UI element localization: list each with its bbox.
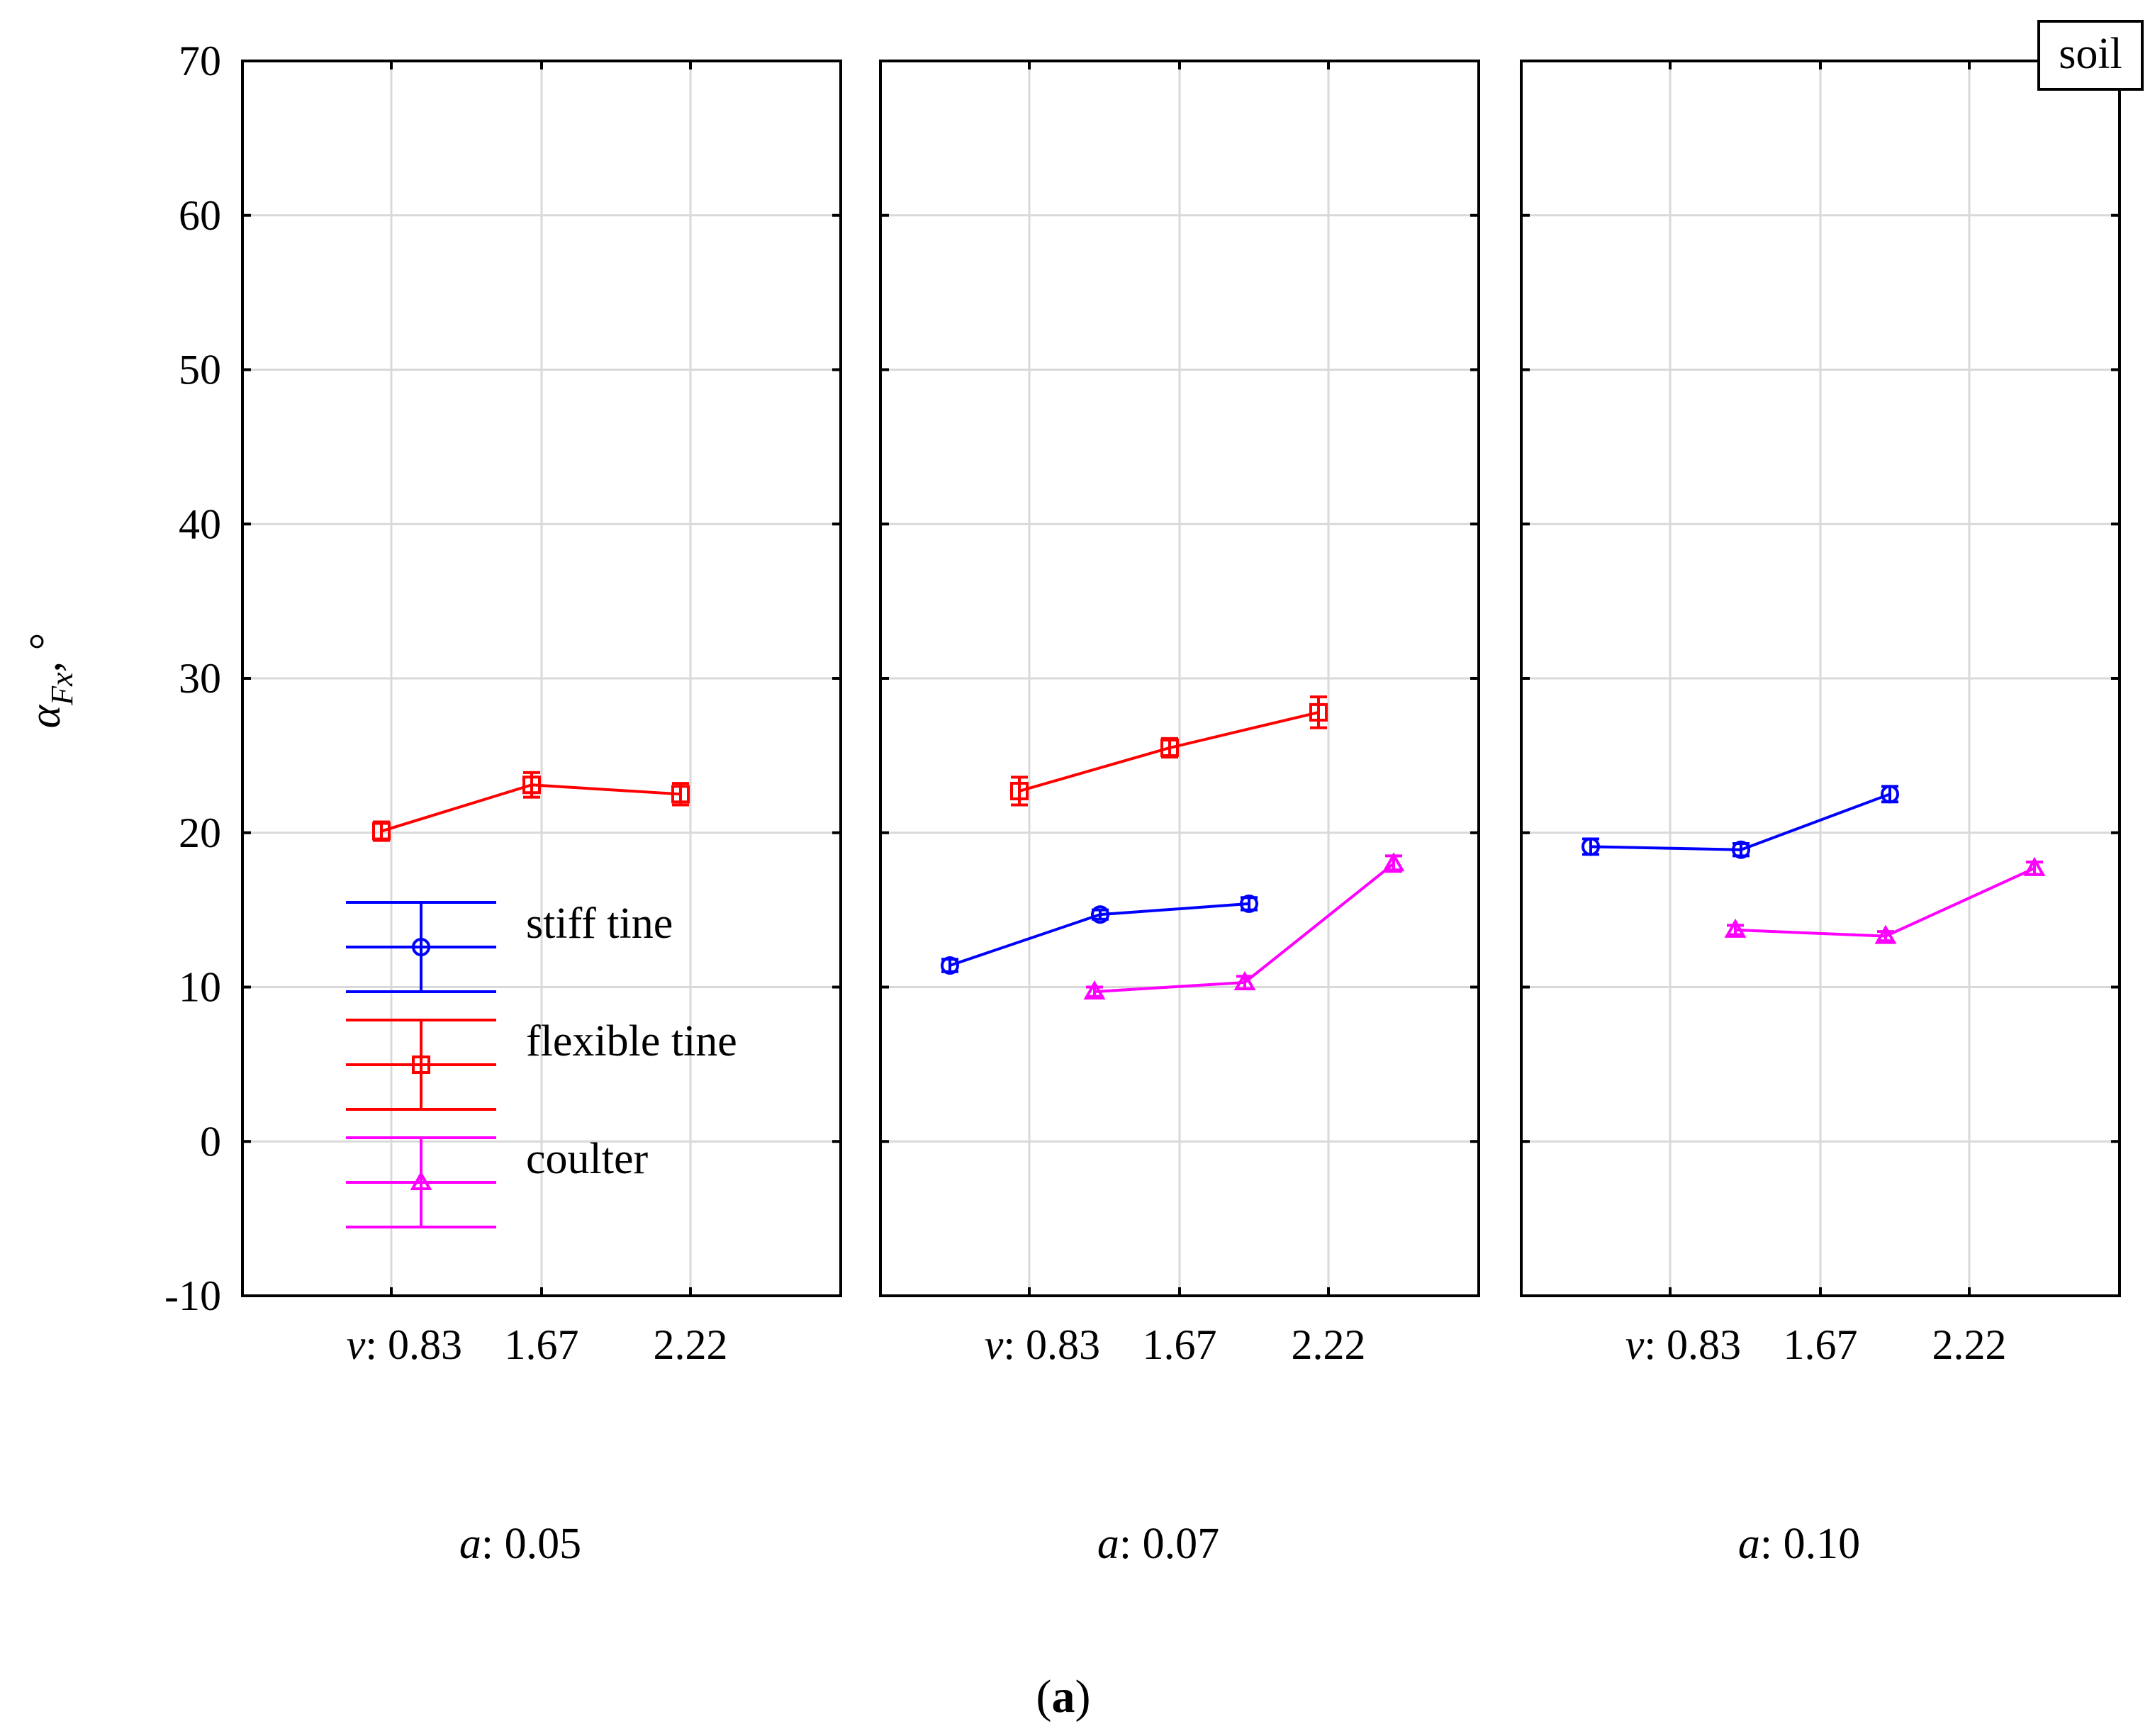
y-axis-title-unit: , ° [21, 633, 69, 673]
panel-3-xfactor-name: v [1625, 1321, 1645, 1368]
panel-1-xfactor-name: v [347, 1321, 366, 1368]
panel-1-flexible-tine-point-1 [522, 775, 541, 795]
legend-flexible-tine-label: flexible tine [526, 1017, 737, 1065]
corner-label-box [2037, 20, 2144, 91]
panel-1-xcat-label-1: 1.67 [505, 1321, 579, 1368]
panel-3-xcat-label-0: v: 0.83 [1625, 1321, 1741, 1368]
panel-2-xfactor-name: v [985, 1321, 1004, 1368]
panel-3-xcat-value-0: : 0.83 [1644, 1321, 1741, 1368]
panel-1-factor-value: : 0.05 [481, 1520, 581, 1568]
panel-2-xcat-value-0: : 0.83 [1003, 1321, 1100, 1368]
panel-3-coulter-line [1735, 867, 2035, 938]
y-tick-label-8: 70 [179, 38, 221, 84]
caption-open: ( [1036, 1671, 1052, 1723]
panel-3-xcat-label-1: 1.67 [1784, 1321, 1858, 1368]
panel-2-factor-name: a [1097, 1520, 1119, 1568]
panel-3-stiff-tine-point-2 [1881, 785, 1899, 804]
panel-1-xcat-label-2: 2.22 [654, 1321, 728, 1368]
panel-1-factor-label: a: 0.05 [459, 1520, 581, 1568]
y-tick-label-3: 20 [179, 810, 221, 856]
legend-coulter-marker [410, 1170, 432, 1190]
panel-1-xcat-value-0: : 0.83 [365, 1321, 462, 1368]
panel-3-factor-value: : 0.10 [1760, 1520, 1860, 1568]
panel-2-factor-value: : 0.07 [1119, 1520, 1219, 1568]
panel-1-flexible-tine-point-2 [671, 785, 690, 804]
y-tick-label-0: -10 [164, 1272, 221, 1319]
panel-2-xcat-label-2: 2.22 [1292, 1321, 1366, 1368]
panel-2-xcat-label-0: v: 0.83 [985, 1321, 1100, 1368]
corner-label: soil [2059, 30, 2122, 78]
legend-coulter-label: coulter [526, 1135, 648, 1183]
panel-3-coulter-point-2 [2023, 856, 2046, 876]
panel-3-stiff-tine-point-0 [1582, 837, 1600, 856]
y-tick-label-6: 50 [179, 347, 221, 393]
panel-2-flexible-tine-point-2 [1309, 702, 1328, 722]
panel-1-flexible-tine-point-0 [372, 822, 391, 841]
legend-flexible-tine-marker [412, 1055, 430, 1074]
y-axis-title-subscript: Fx [45, 672, 79, 706]
caption-close: ) [1075, 1671, 1091, 1723]
panel-2-coulter-point-0 [1083, 980, 1106, 1000]
panel-2-stiff-tine-point-0 [941, 956, 959, 975]
panel-2-coulter-point-2 [1382, 852, 1405, 872]
y-tick-label-7: 60 [179, 192, 221, 239]
y-axis-title-symbol: α [21, 704, 69, 728]
grid-layer [242, 61, 2120, 1296]
y-tick-label-5: 40 [179, 500, 221, 547]
y-tick-label-1: 0 [200, 1118, 221, 1165]
panel-3-stiff-tine-point-1 [1732, 840, 1750, 859]
panel-1-factor-name: a [459, 1520, 481, 1568]
panel-2-flexible-tine-point-1 [1160, 738, 1179, 757]
panel-3-coulter-point-1 [1874, 924, 1897, 944]
series-layer [372, 695, 2046, 1000]
panel-2-factor-label: a: 0.07 [1097, 1520, 1219, 1568]
panel-2-flexible-tine-point-0 [1010, 781, 1029, 800]
panel-3-xcat-label-2: 2.22 [1932, 1321, 2007, 1368]
panel-1-xcat-label-0: v: 0.83 [347, 1321, 462, 1368]
legend-stiff-tine-marker [412, 938, 430, 956]
tick-layer [242, 60, 2120, 1297]
panel-3-factor-label: a: 0.10 [1738, 1520, 1860, 1568]
panel-3-coulter-point-0 [1724, 918, 1747, 938]
legend-stiff-tine-label: stiff tine [526, 900, 673, 948]
y-tick-label-4: 30 [179, 655, 221, 702]
panel-2-stiff-tine-point-1 [1091, 905, 1109, 924]
panel-2-xcat-label-1: 1.67 [1143, 1321, 1217, 1368]
label-layer: v: 0.83 1.67 2.22a: 0.05v: 0.83 1.67 2.22a: … [164, 38, 2006, 1568]
y-axis-title: αFx, ° [21, 633, 79, 729]
y-tick-label-2: 10 [179, 964, 221, 1011]
figure-caption: (a) [1036, 1671, 1091, 1723]
caption-letter: a [1052, 1671, 1075, 1723]
panel-3-factor-name: a [1738, 1520, 1760, 1568]
panel-2-stiff-tine-point-2 [1240, 894, 1258, 913]
panel-2-coulter-point-1 [1233, 970, 1256, 990]
